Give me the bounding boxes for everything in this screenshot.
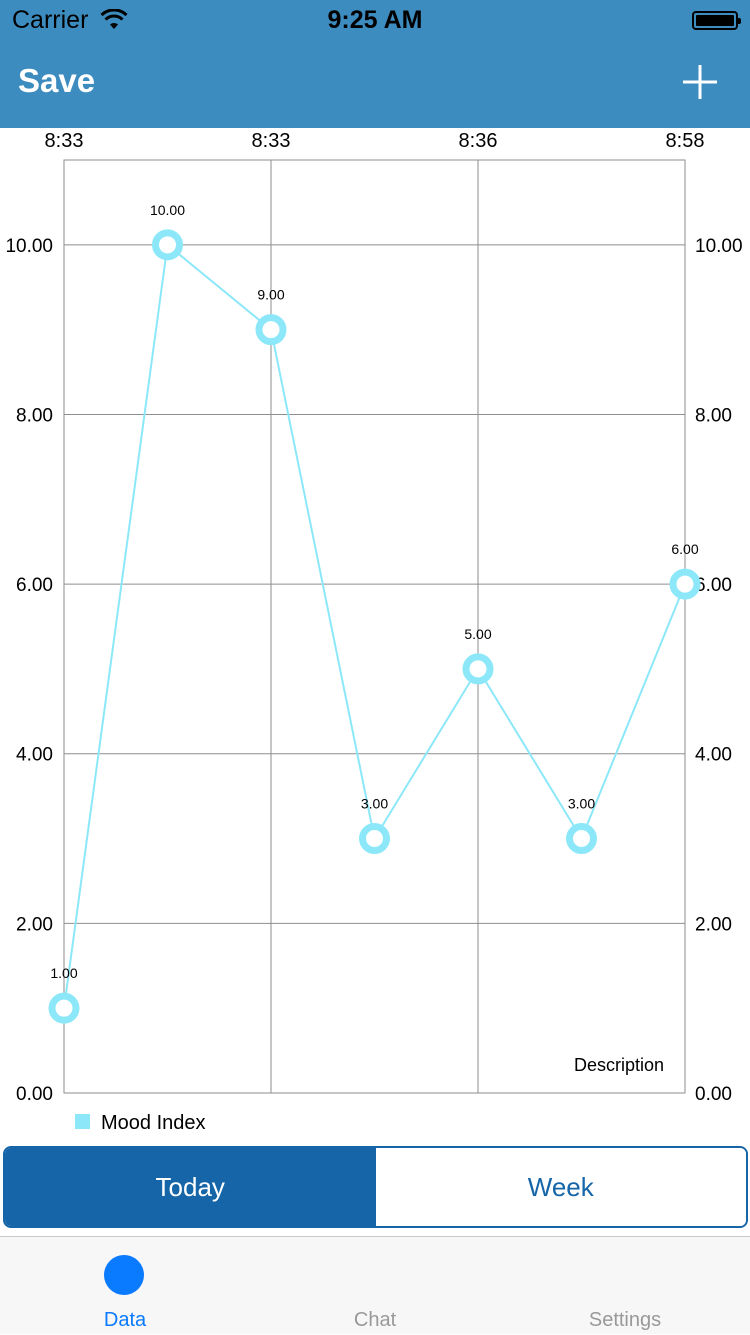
y-tick-label-left: 0.00 [16, 1084, 53, 1105]
data-point [255, 314, 287, 346]
plot-frame [63, 159, 686, 1094]
carrier-label: Carrier [12, 6, 89, 34]
data-point [152, 229, 183, 261]
tab-chat-label: Chat [353, 1309, 397, 1331]
y-tick-label-right: 6.00 [695, 575, 732, 596]
data-value-label: 6.00 [671, 541, 698, 557]
period-segmented-control: Today Week [3, 1146, 748, 1228]
series-line [63, 242, 686, 1009]
data-point [669, 568, 701, 600]
header: Carrier 9:25 AM Save [0, 0, 750, 128]
x-axis-labels: 8:33 8:33 8:36 8:58 [45, 130, 705, 152]
y-tick-label-left: 8.00 [16, 405, 53, 426]
data-point [566, 823, 597, 855]
y-axis-labels: 0.00 0.00 2.00 2.00 4.00 4.00 6.00 6.00 8.00 8.00… [5, 236, 742, 1105]
x-tick-label: 8:36 [459, 130, 498, 152]
legend-swatch [75, 1114, 90, 1129]
x-tick-label: 8:58 [666, 130, 705, 152]
tab-data[interactable]: Data [0, 1237, 250, 1335]
data-value-label: 1.00 [50, 965, 77, 981]
chart-grid [63, 159, 686, 1094]
data-value-label: 10.00 [150, 202, 185, 218]
y-tick-label-right: 2.00 [695, 914, 732, 935]
chart-description: Description [574, 1055, 664, 1075]
week-segment[interactable]: Week [375, 1148, 746, 1226]
tab-settings[interactable]: Settings [500, 1237, 750, 1335]
mood-index-line [63, 242, 686, 1009]
y-tick-label-left: 6.00 [16, 575, 53, 596]
tab-settings-label: Settings [588, 1309, 662, 1331]
circle-icon [104, 1255, 144, 1295]
y-tick-label-left: 2.00 [16, 914, 53, 935]
legend-label: Mood Index [101, 1112, 206, 1134]
y-tick-label-right: 10.00 [695, 236, 743, 257]
mood-line-chart: 8:33 8:33 8:36 8:58 0.00 0.00 2.00 2.00 4.00 4.0… [5, 130, 742, 1105]
data-point [359, 823, 390, 855]
status-bar: Carrier 9:25 AM [0, 0, 750, 40]
tab-bar: Data Chat Settings [0, 1236, 750, 1334]
data-value-label: 3.00 [361, 796, 388, 812]
data-value-label: 3.00 [568, 796, 595, 812]
today-segment[interactable]: Today [5, 1148, 376, 1226]
y-tick-label-right: 8.00 [695, 405, 732, 426]
plus-icon[interactable] [680, 62, 720, 102]
y-tick-label-right: 0.00 [695, 1084, 732, 1105]
x-tick-label: 8:33 [252, 130, 291, 152]
x-tick-label: 8:33 [45, 130, 84, 152]
data-points [48, 229, 701, 1024]
data-value-label: 5.00 [464, 626, 491, 642]
tab-chat[interactable]: Chat [250, 1237, 500, 1335]
data-point [462, 653, 494, 685]
y-tick-label-left: 10.00 [5, 236, 53, 257]
save-button[interactable]: Save [18, 62, 96, 99]
data-labels: 1.00 10.00 9.00 3.00 5.00 3.00 6.00 [50, 202, 698, 981]
battery-icon [692, 11, 741, 30]
data-point [48, 992, 80, 1024]
status-time: 9:25 AM [327, 6, 423, 34]
y-tick-label-left: 4.00 [16, 745, 53, 766]
y-tick-label-right: 4.00 [695, 745, 732, 766]
wifi-icon [100, 9, 128, 29]
data-value-label: 9.00 [257, 287, 284, 303]
tab-data-label: Data [103, 1309, 147, 1331]
